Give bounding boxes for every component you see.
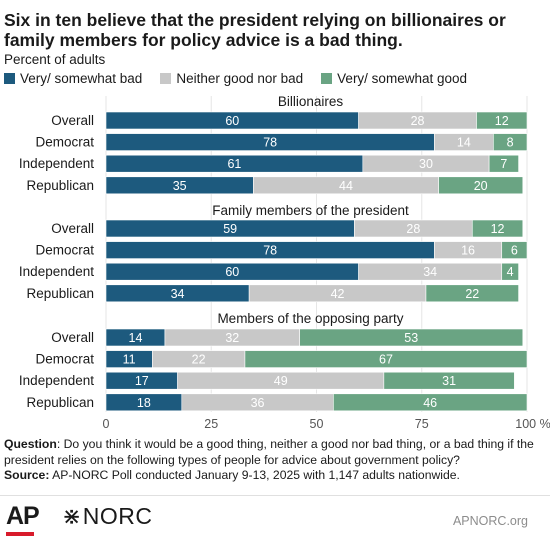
source-text: AP-NORC Poll conducted January 9-13, 202…: [49, 468, 460, 482]
data-label: 8: [507, 136, 514, 150]
data-label: 7: [500, 157, 507, 171]
question-label: Question: [4, 437, 57, 451]
chart-title: Six in ten believe that the president re…: [4, 10, 506, 50]
question-text: : Do you think it would be a good thing,…: [4, 437, 534, 467]
data-label: 28: [406, 222, 420, 236]
x-tick-label: 75: [415, 417, 429, 431]
row-label: Overall: [51, 221, 94, 236]
ap-logo-underline: [6, 532, 34, 536]
norc-logo: ⋇NORC: [62, 503, 153, 530]
site-url: APNORC.org: [452, 514, 528, 528]
data-label: 44: [339, 179, 353, 193]
bar-segment: [425, 284, 519, 303]
group-title: Family members of the president: [212, 203, 409, 218]
data-label: 14: [457, 136, 471, 150]
data-label: 78: [263, 136, 277, 150]
data-label: 59: [223, 222, 237, 236]
data-label: 12: [495, 114, 509, 128]
data-label: 30: [419, 157, 433, 171]
x-tick-label: 50: [310, 417, 324, 431]
x-tick-label: 25: [204, 417, 218, 431]
bar-segment: [493, 133, 528, 151]
legend-swatch-bad: [4, 73, 15, 84]
row-label: Independent: [19, 373, 94, 388]
data-label: 49: [274, 374, 288, 388]
legend-item-bad: Very/ somewhat bad: [4, 71, 142, 86]
data-label: 60: [225, 114, 239, 128]
chart-subtitle: Percent of adults: [4, 52, 106, 67]
data-label: 46: [423, 396, 437, 410]
row-label: Democrat: [35, 135, 94, 150]
data-label: 12: [491, 222, 505, 236]
data-label: 53: [404, 331, 418, 345]
row-label: Democrat: [35, 243, 94, 258]
data-label: 6: [511, 244, 518, 258]
x-tick-label: 100 %: [515, 417, 550, 431]
group-title: Billionaires: [278, 94, 344, 109]
data-label: 36: [251, 396, 265, 410]
footnote: Question: Do you think it would be a goo…: [4, 437, 544, 484]
bar-segment: [438, 176, 524, 195]
x-tick-label: 0: [103, 417, 110, 431]
legend-item-neither: Neither good nor bad: [160, 71, 303, 86]
data-label: 20: [474, 179, 488, 193]
row-label: Democrat: [35, 352, 94, 367]
row-label: Republican: [26, 178, 94, 193]
data-label: 14: [129, 331, 143, 345]
source-label: Source:: [4, 468, 50, 482]
bar-segment: [244, 350, 528, 368]
bar-segment: [333, 393, 528, 412]
bar-segment: [488, 154, 519, 173]
data-label: 34: [423, 265, 437, 279]
data-label: 35: [173, 179, 187, 193]
data-label: 67: [379, 353, 393, 367]
footer-divider: [0, 495, 550, 496]
bar-segment: [501, 262, 519, 281]
legend-swatch-good: [321, 73, 333, 84]
row-label: Independent: [19, 156, 94, 171]
data-label: 22: [192, 353, 206, 367]
row-label: Overall: [51, 113, 94, 128]
row-label: Republican: [26, 395, 94, 410]
legend-label-neither: Neither good nor bad: [176, 71, 304, 86]
data-label: 11: [123, 353, 136, 367]
legend-label-good: Very/ somewhat good: [337, 71, 467, 86]
data-label: 22: [465, 287, 479, 301]
bar-segment: [501, 241, 528, 259]
data-label: 78: [263, 244, 277, 258]
row-label: Overall: [51, 330, 94, 345]
legend: Very/ somewhat bad Neither good nor bad …: [4, 71, 485, 86]
data-label: 16: [461, 244, 475, 258]
legend-label-bad: Very/ somewhat bad: [20, 71, 143, 86]
data-label: 28: [411, 114, 425, 128]
legend-swatch-neither: [160, 73, 172, 84]
norc-star-icon: ⋇: [62, 503, 82, 529]
norc-logo-text: NORC: [82, 503, 153, 529]
row-label: Republican: [26, 286, 94, 301]
data-label: 42: [331, 287, 345, 301]
data-label: 18: [137, 396, 151, 410]
data-label: 31: [442, 374, 456, 388]
bar-segment: [471, 219, 524, 238]
data-label: 61: [227, 157, 241, 171]
group-title: Members of the opposing party: [217, 311, 403, 326]
row-label: Independent: [19, 264, 94, 279]
data-label: 4: [507, 265, 514, 279]
legend-item-good: Very/ somewhat good: [321, 71, 467, 86]
data-label: 34: [171, 287, 185, 301]
bar-segment: [299, 328, 524, 347]
ap-logo: AP: [6, 502, 40, 530]
data-label: 60: [225, 265, 239, 279]
bar-segment: [476, 111, 528, 130]
bar-segment: [383, 371, 515, 390]
data-label: 32: [225, 331, 239, 345]
data-label: 17: [135, 374, 149, 388]
